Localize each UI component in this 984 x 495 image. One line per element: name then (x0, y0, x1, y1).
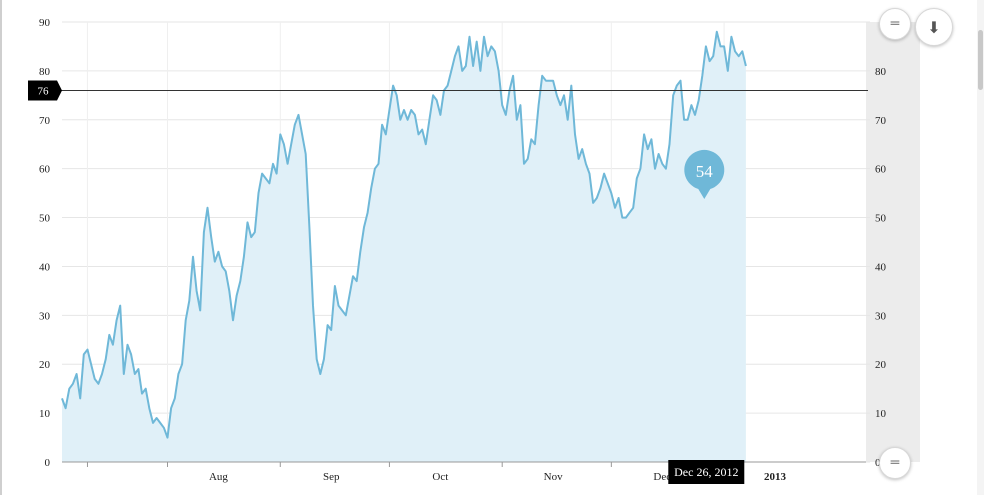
tooltip-value: 54 (696, 162, 714, 181)
right-axis-tick-label: 60 (875, 164, 887, 176)
download-arrow-icon[interactable]: ⬇ (915, 8, 953, 46)
right-axis-tick-label: 80 (875, 66, 887, 78)
right-axis-tick-label: 30 (875, 310, 887, 322)
x-axis-labels: Aug Sep Oct Nov Dec 2013 (209, 471, 787, 483)
tooltip-value-bubble: 54 (684, 149, 725, 199)
right-axis-tick-label: 0 (875, 457, 881, 469)
navigator-shade (866, 22, 920, 462)
x-axis-tick-label: Dec (653, 471, 671, 483)
x-axis-ticks (86, 462, 725, 467)
left-axis-tick-label: 30 (39, 310, 51, 322)
right-axis-tick-label: 20 (875, 359, 887, 371)
menu-lines-icon-bottom[interactable]: ═ (879, 447, 911, 479)
tooltip-date: Dec 26, 2012 (674, 465, 738, 479)
right-axis-tick-label: 50 (875, 213, 887, 225)
series-line (61, 30, 747, 439)
left-axis-tick-label: 20 (39, 359, 51, 371)
series-area (62, 31, 746, 463)
left-axis-tick-label: 70 (39, 115, 51, 127)
crosshair-label-badge: 76 (28, 80, 62, 101)
right-axis-tick-label: 10 (875, 408, 887, 420)
right-axis-tick-label: 70 (875, 115, 887, 127)
page-scrollbar-thumb[interactable] (978, 30, 983, 90)
left-axis-tick-label: 10 (39, 408, 51, 420)
menu-lines-icon[interactable]: ═ (879, 8, 911, 40)
tooltip-date-badge: Dec 26, 2012 (668, 460, 745, 484)
left-axis-tick-label: 40 (39, 261, 51, 273)
left-axis-tick-label: 0 (45, 457, 51, 469)
crosshair-label: 76 (38, 85, 50, 97)
chart-left-border (0, 0, 2, 495)
right-axis-tick-label: 40 (875, 261, 887, 273)
left-axis-tick-label: 80 (39, 66, 51, 78)
left-axis-labels: 0 10 20 30 40 50 60 70 80 90 (39, 17, 51, 469)
x-axis-tick-label: Sep (323, 471, 340, 483)
x-axis-tick-label: Aug (209, 471, 228, 483)
left-axis-tick-label: 60 (39, 164, 51, 176)
right-axis-labels: 0 10 20 30 40 50 60 70 80 (875, 66, 887, 469)
left-axis-tick-label: 50 (39, 213, 51, 225)
x-axis-tick-label: 2013 (764, 471, 787, 483)
x-axis-tick-label: Nov (544, 471, 563, 483)
x-axis-tick-label: Oct (432, 471, 448, 483)
page-scrollbar[interactable] (977, 0, 984, 495)
left-axis-tick-label: 90 (39, 17, 51, 29)
